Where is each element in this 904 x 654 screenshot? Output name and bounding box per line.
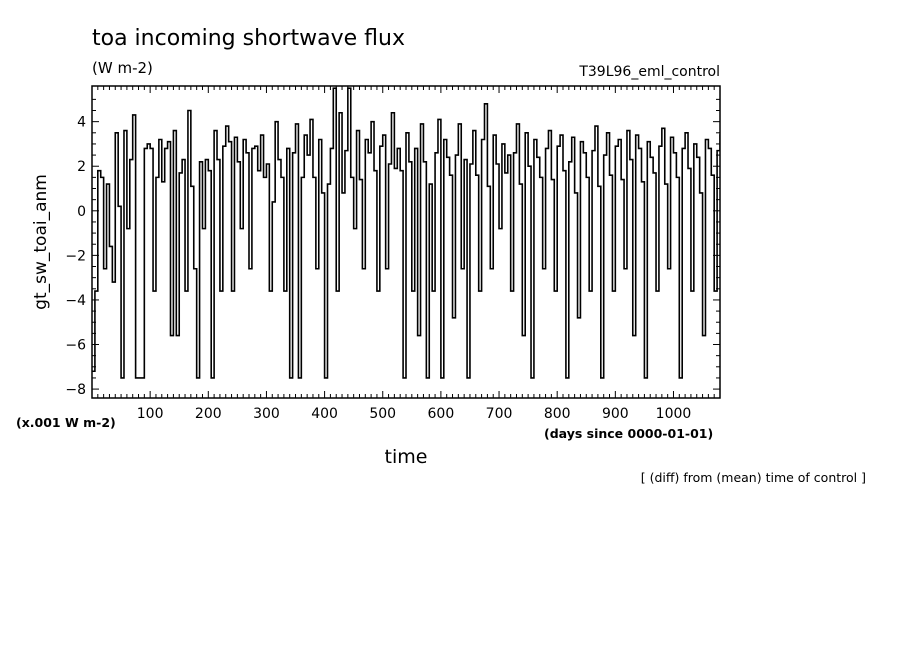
y-tick-label: −8 — [65, 382, 86, 398]
x-tick-label: 100 — [137, 406, 164, 422]
plot-area — [92, 87, 720, 379]
units-label: (W m-2) — [92, 59, 153, 77]
series-line-0 — [92, 87, 720, 379]
x-tick-label: 800 — [544, 406, 571, 422]
x-units-note: (days since 0000-01-01) — [544, 426, 713, 441]
y-axis: −8 −6 −4 −2 0 2 4 — [65, 98, 720, 398]
x-tick-label: 700 — [486, 406, 513, 422]
x-tick-label: 500 — [369, 406, 396, 422]
y-tick-label: −4 — [65, 293, 86, 309]
x-tick-label: 600 — [428, 406, 455, 422]
x-axis: 100 200 300 400 500 600 700 800 900 1000 — [97, 86, 715, 422]
diff-note: [ (diff) from (mean) time of control ] — [641, 470, 866, 485]
y-tick-label: 2 — [77, 159, 86, 175]
y-tick-label: 4 — [77, 115, 86, 131]
y-tick-label: 0 — [77, 204, 86, 220]
x-axis-label: time — [385, 446, 428, 468]
y-tick-label: −6 — [65, 338, 86, 354]
run-name-label: T39L96_eml_control — [578, 64, 720, 80]
y-scale-note: (x.001 W m-2) — [16, 415, 116, 430]
x-tick-label: 1000 — [656, 406, 692, 422]
x-tick-label: 900 — [602, 406, 629, 422]
x-tick-label: 400 — [311, 406, 338, 422]
x-tick-label: 300 — [253, 406, 280, 422]
x-tick-label: 200 — [195, 406, 222, 422]
y-tick-label: −2 — [65, 248, 86, 264]
y-axis-label: gt_sw_toai_anm — [31, 174, 51, 310]
chart-title: toa incoming shortwave flux — [92, 26, 405, 51]
